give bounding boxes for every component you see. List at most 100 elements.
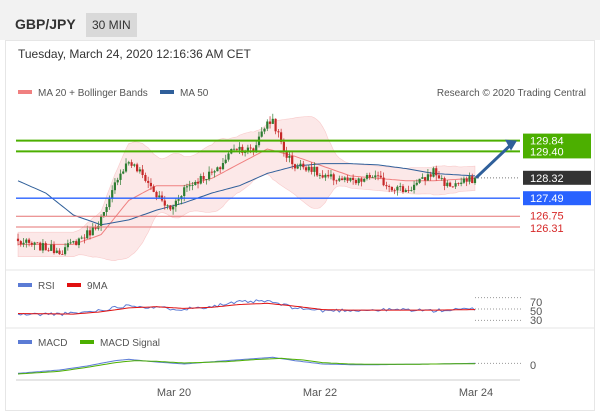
candle-body (415, 182, 418, 185)
candle-body (28, 239, 31, 243)
candle-body (77, 238, 80, 246)
candle-body (94, 227, 97, 229)
ma50-line (17, 163, 476, 226)
candle-body (100, 216, 103, 226)
candle-body (307, 166, 310, 171)
candle-body (69, 242, 72, 244)
candle-body (210, 171, 213, 173)
chart-panel (5, 40, 595, 411)
x-tick-label: Mar 20 (157, 387, 191, 399)
candle-body (449, 182, 452, 187)
candle-body (16, 238, 20, 242)
candle-body (50, 244, 53, 251)
candle-body (277, 131, 280, 133)
candle-body (385, 185, 388, 187)
candle-body (418, 178, 421, 183)
candle-body (341, 178, 344, 181)
candle-body (196, 182, 200, 184)
candle-body (147, 180, 150, 183)
candle-body (30, 242, 33, 245)
candle-body (371, 177, 374, 179)
instrument-symbol: GBP/JPY (15, 16, 76, 32)
candle-body (155, 191, 158, 198)
candle-body (310, 166, 313, 172)
candle-body (252, 148, 255, 152)
candle-body (280, 132, 283, 142)
x-tick-label: Mar 24 (459, 387, 493, 399)
current-label: 128.32 (530, 173, 564, 185)
rsi-tick-50: 50 (530, 306, 542, 318)
rsi9ma-legend-label: 9MA (87, 281, 108, 292)
candle-body (313, 166, 316, 172)
candle-body (88, 230, 92, 236)
candle-body (401, 186, 405, 192)
candle-body (213, 171, 216, 173)
candle-body (119, 173, 122, 180)
candle-body (329, 174, 333, 177)
candle-body (410, 190, 413, 191)
timeframe-badge[interactable]: 30 MIN (86, 13, 137, 37)
candle-body (255, 145, 258, 152)
candle-body (302, 163, 305, 168)
candle-body (136, 164, 139, 172)
candle-body (382, 177, 385, 186)
candle-body (443, 178, 446, 186)
candle-body (75, 241, 78, 246)
candle-body (152, 186, 155, 192)
candle-body (25, 239, 28, 243)
candle-body (338, 178, 341, 181)
candle-body (22, 242, 25, 245)
candle-body (205, 179, 208, 180)
candle-body (144, 175, 147, 181)
candle-body (36, 242, 39, 244)
macd-plot (17, 356, 522, 375)
candle-body (368, 175, 371, 178)
candle-body (352, 177, 355, 180)
candle-body (19, 241, 22, 245)
candle-body (219, 167, 222, 170)
candle-body (235, 148, 238, 150)
candle-body (202, 176, 205, 180)
candle-body (39, 242, 42, 251)
candle-body (58, 250, 61, 255)
candle-body (138, 169, 141, 172)
candle-body (174, 200, 177, 207)
candle-body (363, 178, 366, 182)
candle-body (399, 186, 402, 187)
candle-body (116, 179, 119, 183)
forecast-arrow-shaft (474, 143, 513, 179)
candle-body (232, 148, 236, 150)
ma50-legend-label: MA 50 (180, 88, 209, 99)
rsi-9ma-line (17, 302, 475, 315)
candle-body (324, 174, 327, 178)
rsi-tick-70: 70 (530, 297, 542, 309)
candle-body (72, 241, 75, 243)
candle-body (465, 178, 468, 182)
candle-body (111, 190, 114, 199)
candle-body (432, 168, 435, 177)
ma20-legend-swatch (18, 90, 32, 94)
candle-body (293, 164, 297, 169)
resistance1-label: 129.40 (530, 146, 564, 158)
bollinger-band (17, 116, 476, 262)
resistance1-label-box (523, 144, 591, 159)
candle-body (158, 195, 161, 198)
candle-body (327, 174, 330, 177)
support1-label: 126.75 (530, 210, 564, 222)
candle-body (288, 155, 291, 158)
candle-body (188, 185, 191, 187)
candle-body (80, 237, 83, 239)
candle-body (149, 182, 152, 187)
candle-body (374, 175, 377, 178)
current-label-box (523, 170, 591, 185)
candle-body (249, 147, 252, 149)
rsi-legend-label: RSI (38, 281, 55, 292)
candle-body (163, 200, 166, 206)
candle-body (377, 175, 380, 177)
candle-body (169, 205, 172, 210)
candle-body (130, 162, 133, 166)
candle-body (246, 147, 249, 152)
macd-tick-0: 0 (530, 360, 536, 372)
candle-body (91, 227, 94, 236)
